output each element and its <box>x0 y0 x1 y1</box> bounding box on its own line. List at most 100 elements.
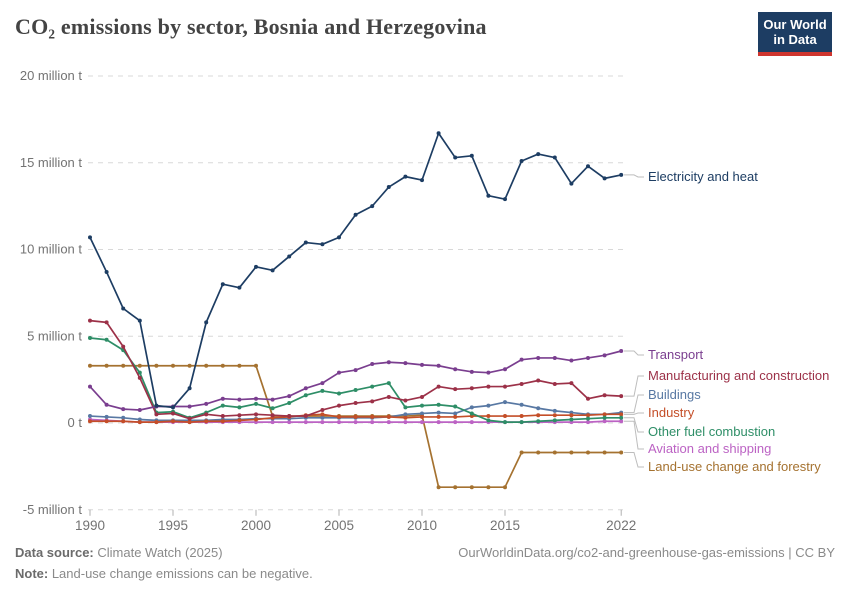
data-point <box>88 363 92 368</box>
data-point <box>137 407 142 412</box>
data-point <box>370 414 375 419</box>
data-point <box>536 413 541 418</box>
data-point <box>519 357 524 362</box>
data-point <box>353 414 358 419</box>
owid-logo-line1: Our World <box>763 17 827 32</box>
data-point <box>237 405 242 410</box>
data-point <box>569 181 574 186</box>
data-point <box>121 407 126 412</box>
note-label: Note: <box>15 566 49 581</box>
data-point <box>171 411 175 416</box>
legend-label-other-fuel-combustion[interactable]: Other fuel combustion <box>648 424 776 439</box>
data-point <box>337 403 341 408</box>
data-point <box>453 411 458 416</box>
y-axis-label-10: 10 million t <box>20 242 83 257</box>
data-point <box>619 394 624 399</box>
data-point <box>453 414 458 419</box>
data-point <box>602 415 607 420</box>
data-point <box>469 405 474 410</box>
series-line-land-use-change-and-forestry[interactable] <box>90 364 622 489</box>
data-point <box>204 320 209 325</box>
data-point <box>154 363 159 368</box>
data-point <box>220 282 225 287</box>
x-axis-label-2015: 2015 <box>490 518 520 533</box>
y-axis-label--5: -5 million t <box>23 502 83 517</box>
data-point <box>420 362 424 367</box>
data-point <box>453 485 458 490</box>
data-point <box>137 375 142 380</box>
y-axis-label-20: 20 million t <box>20 68 83 83</box>
series-markers-other-fuel-combustion <box>88 335 624 425</box>
data-point <box>386 394 391 399</box>
data-point <box>187 420 192 425</box>
data-point <box>619 419 624 424</box>
y-axis-label-15: 15 million t <box>20 155 83 170</box>
data-point <box>403 405 408 410</box>
data-point <box>121 419 126 424</box>
data-point <box>88 384 92 389</box>
data-point <box>370 204 375 209</box>
data-point <box>469 153 474 158</box>
data-point <box>370 384 375 389</box>
data-point <box>187 404 192 409</box>
data-point <box>237 363 242 368</box>
legend-label-buildings[interactable]: Buildings <box>648 387 701 402</box>
data-point <box>204 419 209 424</box>
note-text: Note: Land-use change emissions can be n… <box>15 566 313 581</box>
data-point <box>386 414 391 419</box>
legend-label-manufacturing-and-construction[interactable]: Manufacturing and construction <box>648 368 830 383</box>
legend-connector-manufacturing-and-construction <box>624 375 644 397</box>
data-point <box>254 363 258 368</box>
owid-url-link[interactable]: OurWorldinData.org/co2-and-greenhouse-ga… <box>458 545 835 560</box>
legend-label-industry[interactable]: Industry <box>648 405 695 420</box>
data-point <box>469 411 474 416</box>
data-point <box>220 414 225 419</box>
data-point <box>519 414 524 419</box>
data-point <box>586 396 590 401</box>
x-axis-label-2022: 2022 <box>606 518 636 533</box>
data-point <box>486 384 491 389</box>
data-point <box>503 485 507 490</box>
data-point <box>453 155 458 160</box>
legend-connector-land-use-change-and-forestry <box>624 451 644 468</box>
data-point <box>337 420 341 425</box>
data-point <box>503 197 507 202</box>
data-point <box>602 419 607 424</box>
data-point <box>154 403 159 408</box>
data-point <box>254 412 258 417</box>
data-point <box>536 378 541 383</box>
legend-label-transport[interactable]: Transport <box>648 347 704 362</box>
data-point <box>486 403 491 408</box>
data-point <box>586 450 590 455</box>
data-point <box>586 413 590 418</box>
data-point <box>303 414 308 419</box>
data-point <box>420 411 424 416</box>
owid-logo-line2: in Data <box>773 31 817 47</box>
data-point <box>552 155 557 160</box>
data-point <box>602 450 607 455</box>
data-point <box>270 397 275 402</box>
data-point <box>353 401 358 406</box>
data-point <box>303 420 308 425</box>
data-point <box>503 420 507 425</box>
data-point <box>386 420 391 425</box>
data-point <box>353 212 358 217</box>
data-point <box>353 420 358 425</box>
data-point <box>254 401 258 406</box>
data-point <box>320 407 325 412</box>
data-point <box>220 419 225 424</box>
data-point <box>503 400 507 405</box>
x-axis-label-2000: 2000 <box>241 518 271 533</box>
y-axis-label-0: 0 t <box>68 415 83 430</box>
legend-label-electricity-and-heat[interactable]: Electricity and heat <box>648 169 758 184</box>
data-point <box>586 416 590 421</box>
legend-label-aviation-and-shipping[interactable]: Aviation and shipping <box>648 441 772 456</box>
legend-label-land-use-change-and-forestry[interactable]: Land-use change and forestry <box>648 459 821 474</box>
data-point <box>370 399 375 404</box>
data-point <box>586 420 590 425</box>
data-point <box>536 419 541 424</box>
data-point <box>586 164 590 169</box>
data-point <box>420 403 424 408</box>
data-point <box>386 360 391 365</box>
